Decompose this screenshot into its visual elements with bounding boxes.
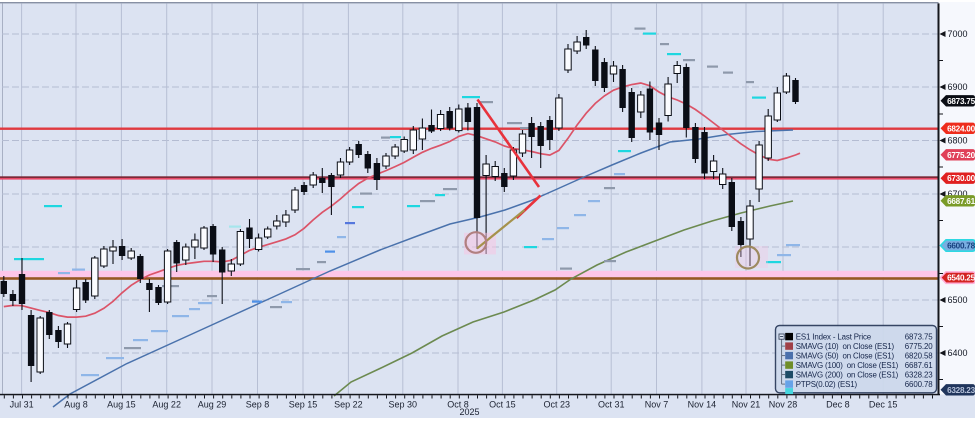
svg-text:Nov 14: Nov 14 (688, 400, 717, 410)
svg-text:6730.00: 6730.00 (947, 174, 975, 183)
svg-text:Oct 23: Oct 23 (543, 400, 570, 410)
svg-text:Sep 22: Sep 22 (334, 400, 363, 410)
svg-text:6600.78: 6600.78 (905, 380, 934, 389)
svg-text:6400: 6400 (948, 348, 968, 358)
svg-text:Oct 15: Oct 15 (489, 400, 516, 410)
svg-text:SMAVG (10) on Close (ES1): SMAVG (10) on Close (ES1) (796, 342, 895, 351)
svg-text:Sep 15: Sep 15 (289, 400, 318, 410)
svg-text:Aug 29: Aug 29 (198, 400, 227, 410)
svg-text:6328.23: 6328.23 (905, 371, 934, 380)
svg-text:Nov 28: Nov 28 (769, 400, 798, 410)
svg-text:2025: 2025 (459, 407, 479, 417)
svg-text:6328.23: 6328.23 (947, 386, 975, 395)
svg-text:Aug 15: Aug 15 (107, 400, 136, 410)
svg-text:6800: 6800 (948, 136, 968, 146)
svg-text:Oct 31: Oct 31 (598, 400, 625, 410)
svg-text:Dec 8: Dec 8 (826, 400, 850, 410)
svg-text:6873.75: 6873.75 (947, 97, 975, 106)
svg-text:6687.61: 6687.61 (947, 197, 975, 206)
svg-text:6775.20: 6775.20 (905, 342, 934, 351)
svg-text:Aug 22: Aug 22 (152, 400, 181, 410)
svg-text:ES1 Index - Last Price: ES1 Index - Last Price (796, 333, 872, 342)
svg-text:6687.61: 6687.61 (905, 361, 933, 370)
svg-text:Nov 21: Nov 21 (732, 400, 761, 410)
svg-text:SMAVG (100) on Close (ES1): SMAVG (100) on Close (ES1) (796, 361, 899, 370)
svg-text:6540.25: 6540.25 (947, 274, 975, 283)
svg-text:7000: 7000 (948, 29, 968, 39)
svg-text:SMAVG (50) on Close (ES1): SMAVG (50) on Close (ES1) (796, 352, 895, 361)
svg-text:6500: 6500 (948, 295, 968, 305)
svg-text:6600.78: 6600.78 (947, 242, 975, 251)
svg-text:Dec 15: Dec 15 (869, 400, 898, 410)
svg-text:Nov 7: Nov 7 (645, 400, 669, 410)
svg-text:6775.20: 6775.20 (947, 151, 975, 160)
svg-text:6900: 6900 (948, 82, 968, 92)
svg-text:Sep 8: Sep 8 (246, 400, 270, 410)
svg-text:6873.75: 6873.75 (905, 333, 934, 342)
svg-text:Sep 30: Sep 30 (389, 400, 418, 410)
svg-text:SMAVG (200) on Close (ES1): SMAVG (200) on Close (ES1) (796, 371, 899, 380)
svg-text:Jul 31: Jul 31 (10, 400, 34, 410)
svg-text:6824.00: 6824.00 (947, 124, 975, 133)
svg-text:PTPS(0.02) (ES1): PTPS(0.02) (ES1) (796, 380, 858, 389)
svg-text:6820.58: 6820.58 (905, 352, 934, 361)
svg-text:Aug 8: Aug 8 (64, 400, 88, 410)
